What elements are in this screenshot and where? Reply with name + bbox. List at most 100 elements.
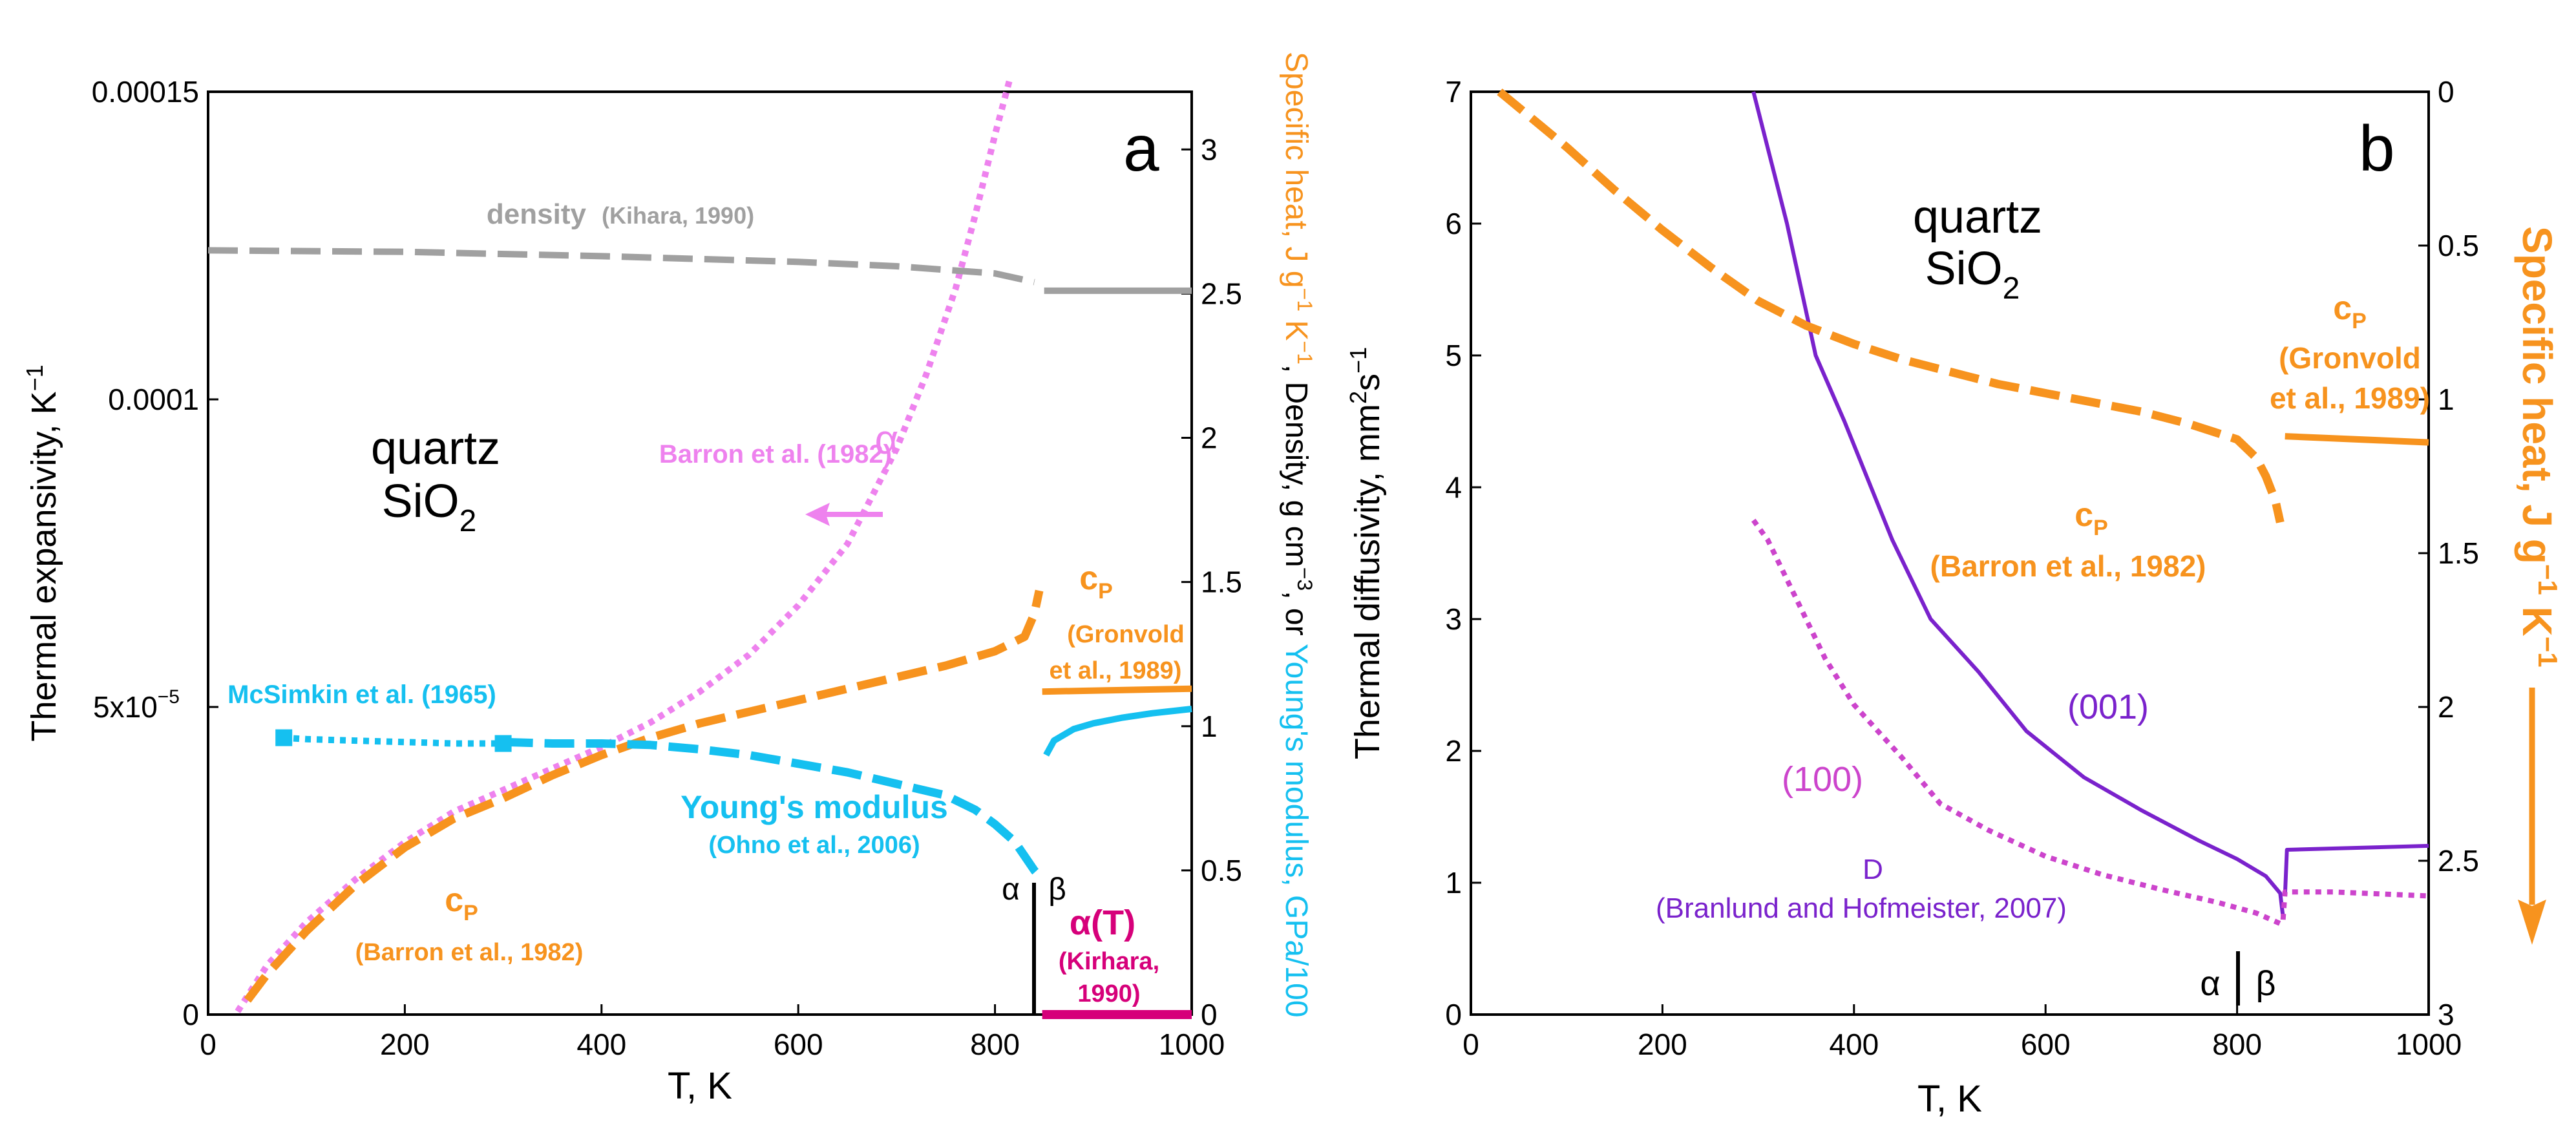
series-line-0 — [1751, 91, 2285, 918]
panel-b-plot-area — [1470, 90, 2430, 1016]
cp-gronvold-source-2: et al., 1989) — [1050, 657, 1182, 684]
x-tick-label: 800 — [2212, 1027, 2262, 1061]
panel-a-label: a — [1123, 112, 1159, 185]
y2-tick-label: 1.5 — [2438, 536, 2479, 570]
data-point-marker — [275, 729, 293, 746]
panel-a-x-ticks: 0 200 400 600 800 1000 — [200, 1004, 1225, 1061]
alphaT-label: α(T) — [1070, 903, 1135, 942]
panel-b-y-label: Thermal diffusivity, mm2s−1 — [1345, 347, 1387, 759]
y-tick-label: 0.0001 — [108, 383, 199, 416]
panel-b-series — [1497, 88, 2429, 926]
y2-tick-label: 3 — [1201, 132, 1218, 166]
density-label: density (Kihara, 1990) — [487, 198, 754, 230]
series-line-7 — [1043, 706, 1192, 757]
b-cp-gronvold-source-2: et al., 1989) — [2270, 381, 2430, 415]
y-tick-label: 1 — [1445, 866, 1462, 900]
data-point-marker — [494, 735, 512, 752]
panel-a-y-label: Thermal expansivity, K−1 — [21, 364, 63, 741]
x-tick-label: 200 — [380, 1027, 430, 1061]
y2-tick-label: 2.5 — [2438, 844, 2479, 878]
alphaT-source-2: 1990) — [1077, 980, 1140, 1007]
d100-label: (100) — [1782, 760, 1863, 799]
panel-b: 0 200 400 600 800 1000 0 1 2 3 4 5 6 7 0 0.5 1 1.5 2 2.5 3… — [1345, 75, 2563, 1120]
panel-b-y-ticks: 0 1 2 3 4 5 6 7 — [1445, 75, 1481, 1031]
y-tick-label: 4 — [1445, 470, 1462, 504]
y2-tick-label: 2 — [1201, 421, 1218, 455]
series-line-5 — [281, 734, 503, 747]
y-tick-label: 7 — [1445, 75, 1462, 109]
b-cp-gronvold-symbol: cP — [2333, 290, 2367, 333]
series-line-1 — [2283, 843, 2429, 896]
y2-tick-label: 0.5 — [2438, 229, 2479, 262]
panel-b-title-quartz: quartz — [1913, 191, 2042, 243]
panel-b-y2-label: Specific heat, J g−1 K−1 — [2514, 226, 2563, 668]
alpha-symbol-label: α — [875, 416, 899, 463]
series-line-5 — [2285, 433, 2429, 446]
y2-tick-label: 1.5 — [1201, 565, 1242, 599]
mcsimkin-label: McSimkin et al. (1965) — [227, 680, 496, 709]
d001-label: (001) — [2067, 688, 2149, 726]
b-cp-gronvold-source-1: (Gronvold — [2279, 341, 2421, 375]
b-cp-barron-source: (Barron et al., 1982) — [1930, 549, 2206, 583]
y2-tick-label: 1 — [2438, 383, 2455, 416]
y-tick-label: 0 — [1445, 998, 1462, 1031]
series-line-4 — [1497, 88, 2285, 523]
panel-b-phase-alpha: α — [2200, 964, 2220, 1003]
panel-a-phase-alpha: α — [1002, 872, 1020, 907]
series-line-2 — [1751, 518, 2281, 926]
y-tick-label: 2 — [1445, 734, 1462, 768]
panel-b-phase-beta: β — [2255, 964, 2275, 1003]
down-arrow-icon — [2518, 688, 2546, 945]
y2-tick-label: 3 — [2438, 998, 2455, 1031]
series-line-3 — [2280, 889, 2429, 920]
panel-a-y-ticks: 0 5x10−5 0.0001 0.00015 — [92, 75, 218, 1031]
y-tick-label: 5 — [1445, 339, 1462, 372]
panel-a-y2-label: Specific heat, J g−1 K−1, Density, g cm−… — [1279, 52, 1316, 1018]
y2-tick-label: 0 — [1201, 998, 1218, 1031]
series-line-3 — [207, 247, 1035, 286]
y2-tick-label: 2.5 — [1201, 277, 1242, 310]
y2-tick-label: 0 — [2438, 75, 2455, 109]
x-tick-label: 200 — [1638, 1027, 1687, 1061]
young-modulus-source: (Ohno et al., 2006) — [708, 832, 920, 859]
x-tick-label: 0 — [1462, 1027, 1479, 1061]
y2-tick-label: 2 — [2438, 690, 2455, 724]
panel-a-phase-beta: β — [1048, 872, 1066, 907]
panel-a-y2-ticks: 0 0.5 1 1.5 2 2.5 3 — [1181, 132, 1242, 1031]
panel-b-label: b — [2359, 112, 2395, 185]
x-tick-label: 0 — [200, 1027, 216, 1061]
panel-a-title-quartz: quartz — [371, 423, 500, 474]
young-modulus-label: Young's modulus — [681, 789, 948, 825]
x-tick-label: 600 — [774, 1027, 823, 1061]
series-line-1 — [244, 589, 1044, 1003]
panel-a: 0 200 400 600 800 1000 0 5x10−5 0.0001 0.00015 0… — [21, 52, 1316, 1107]
panel-a-title-sio2: SiO2 — [382, 476, 477, 538]
y-tick-label: 0.00015 — [92, 75, 199, 109]
panel-b-x-label: T, K — [1917, 1078, 1982, 1120]
panel-b-x-ticks: 0 200 400 600 800 1000 — [1462, 1004, 2462, 1061]
d-source: (Branlund and Hofmeister, 2007) — [1656, 892, 2067, 924]
x-tick-label: 400 — [1829, 1027, 1879, 1061]
cp-barron-symbol: cP — [445, 881, 478, 925]
panel-a-series — [207, 78, 1192, 1019]
left-arrow-icon — [805, 503, 883, 526]
y-tick-label: 5x10−5 — [93, 686, 180, 724]
x-tick-label: 800 — [970, 1027, 1020, 1061]
d-label: D — [1863, 854, 1883, 885]
panel-a-x-label: T, K — [668, 1065, 732, 1107]
series-line-6 — [503, 737, 1046, 882]
y-tick-label: 3 — [1445, 602, 1462, 636]
y-tick-label: 6 — [1445, 207, 1462, 240]
alpha-source-label: Barron et al. (1982) — [659, 440, 892, 469]
series-line-0 — [235, 78, 1013, 1013]
cp-barron-source: (Barron et al., 1982) — [355, 939, 584, 966]
y-tick-label: 0 — [182, 998, 199, 1031]
series-line-2 — [1042, 685, 1192, 695]
x-tick-label: 1000 — [1159, 1027, 1225, 1061]
y2-tick-label: 0.5 — [1201, 854, 1242, 887]
alphaT-source-1: (Kirhara, — [1059, 948, 1159, 975]
x-tick-label: 600 — [2021, 1027, 2071, 1061]
x-tick-label: 400 — [576, 1027, 626, 1061]
panel-b-y2-ticks: 0 0.5 1 1.5 2 2.5 3 — [2418, 75, 2479, 1031]
